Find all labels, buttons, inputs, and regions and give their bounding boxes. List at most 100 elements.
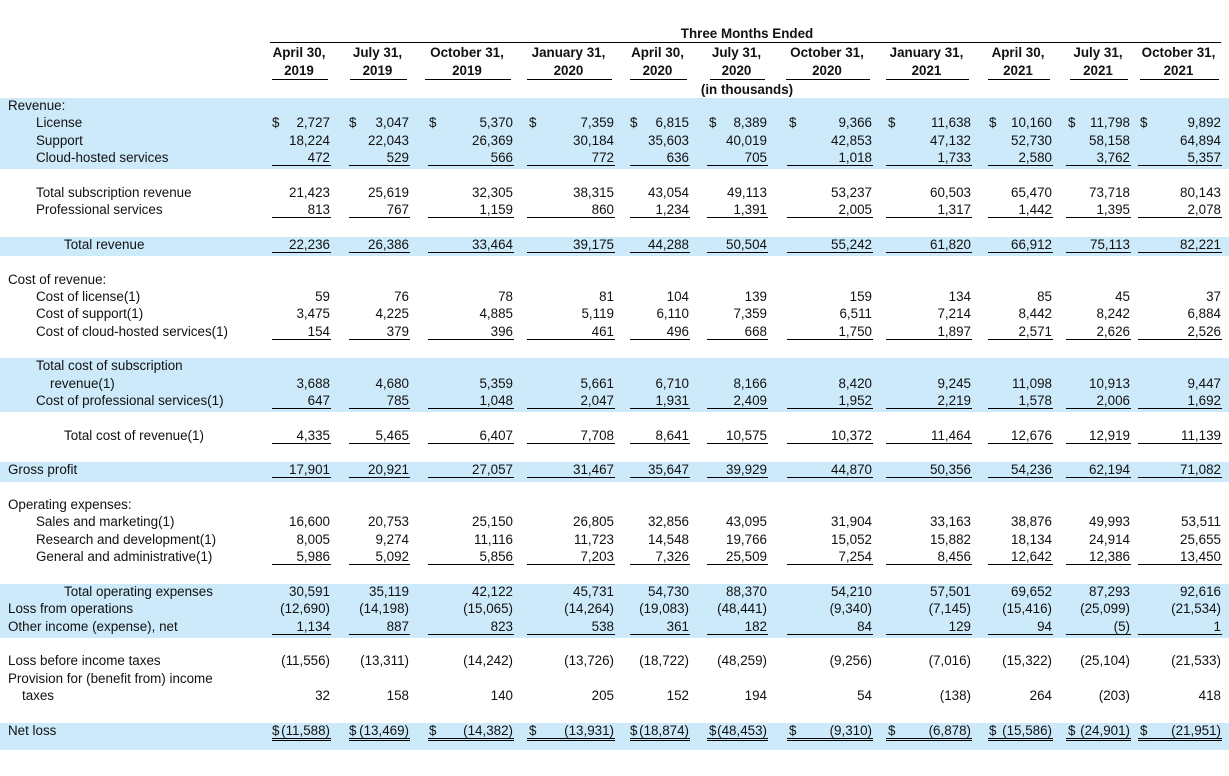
subtotal-rule <box>886 633 972 635</box>
column-header-year: 2019 <box>362 63 393 78</box>
table-cell: 2,219 <box>937 392 971 408</box>
subtotal-rule <box>428 338 514 340</box>
table-cell: 9,366 <box>838 115 872 131</box>
row-shade <box>0 722 1229 750</box>
table-cell: 32,856 <box>648 514 689 530</box>
subtotal-rule <box>988 165 1053 167</box>
row-shade <box>0 98 1229 170</box>
row-label: Cloud-hosted services <box>36 150 169 166</box>
table-cell: 45,731 <box>573 583 614 599</box>
period-rule <box>270 42 1221 43</box>
table-cell: 5,465 <box>375 427 409 443</box>
subtotal-rule <box>630 633 690 635</box>
table-cell: 15,052 <box>831 531 872 547</box>
subtotal-rule <box>349 217 410 219</box>
table-cell: 7,359 <box>580 115 614 131</box>
table-cell: 5,661 <box>580 375 614 391</box>
table-cell: 3,047 <box>375 115 409 131</box>
table-cell: 11,116 <box>474 531 513 547</box>
table-cell: 65,470 <box>1011 184 1052 200</box>
table-cell: 71,082 <box>1180 462 1221 478</box>
subtotal-rule <box>1138 407 1222 409</box>
table-cell: 1,442 <box>1018 202 1052 218</box>
subtotal-rule <box>527 442 615 444</box>
table-cell: 44,288 <box>648 236 689 252</box>
column-header-month: July 31, <box>1073 45 1123 60</box>
total-double-rule <box>707 737 768 741</box>
subtotal-rule <box>787 564 873 566</box>
table-cell: 2,580 <box>1018 150 1052 166</box>
total-double-rule <box>886 737 972 741</box>
table-cell: 2,626 <box>1096 323 1130 339</box>
currency-symbol: $ <box>529 115 537 131</box>
table-cell: (11,556) <box>281 653 330 669</box>
subtotal-rule <box>272 633 331 635</box>
table-cell: 18,224 <box>289 132 330 148</box>
table-cell: (13,469) <box>359 722 409 738</box>
table-cell: (15,416) <box>1002 601 1052 617</box>
table-cell: 205 <box>591 687 614 703</box>
table-cell: 54,730 <box>648 583 689 599</box>
table-cell: 8,005 <box>296 531 330 547</box>
table-cell: 8,641 <box>655 427 689 443</box>
subtotal-rule <box>630 564 690 566</box>
row-label: Cost of professional services(1) <box>36 392 224 408</box>
table-cell: 11,638 <box>931 115 971 131</box>
table-cell: 5,856 <box>479 549 513 565</box>
table-cell: 7,203 <box>580 549 614 565</box>
table-cell: 11,798 <box>1090 115 1130 131</box>
subtotal-rule <box>630 217 690 219</box>
table-cell: 43,054 <box>648 184 689 200</box>
column-header-rule <box>988 79 1050 80</box>
column-header-month: April 30, <box>631 45 684 60</box>
column-header-year: 2020 <box>553 63 584 78</box>
table-cell: 6,710 <box>655 375 689 391</box>
table-cell: 823 <box>490 618 513 634</box>
subtotal-rule <box>1138 633 1222 635</box>
subtotal-rule <box>1066 564 1131 566</box>
currency-symbol: $ <box>1068 115 1076 131</box>
table-cell: (25,104) <box>1080 653 1130 669</box>
table-cell: 18,134 <box>1011 531 1052 547</box>
table-cell: 7,326 <box>655 549 689 565</box>
subtotal-rule <box>1138 564 1222 566</box>
table-cell: (6,878) <box>928 722 971 738</box>
row-label: Gross profit <box>8 462 78 478</box>
column-header-month: January 31, <box>889 45 964 60</box>
table-cell: 24,914 <box>1089 531 1130 547</box>
table-cell: 94 <box>1037 618 1052 634</box>
table-cell: 27,057 <box>472 462 513 478</box>
table-cell: 566 <box>490 150 513 166</box>
subtotal-rule <box>1138 442 1222 444</box>
table-cell: 3,762 <box>1096 150 1130 166</box>
table-cell: 87,293 <box>1089 583 1130 599</box>
total-double-rule <box>787 737 873 741</box>
subtotal-rule <box>428 442 514 444</box>
table-cell: 538 <box>591 618 614 634</box>
table-cell: 11,139 <box>1181 427 1221 443</box>
table-cell: 2,005 <box>838 202 872 218</box>
column-header-rule <box>527 79 612 80</box>
table-cell: 134 <box>948 288 971 304</box>
table-cell: 50,504 <box>726 236 767 252</box>
subtotal-rule <box>707 633 768 635</box>
table-cell: (7,145) <box>928 601 971 617</box>
row-label: Research and development(1) <box>36 531 217 547</box>
subtotal-rule <box>630 338 690 340</box>
table-cell: 42,853 <box>831 132 872 148</box>
table-cell: (48,441) <box>717 601 767 617</box>
table-cell: 14,548 <box>648 531 689 547</box>
table-cell: 1,578 <box>1018 392 1052 408</box>
subtotal-rule <box>272 251 331 253</box>
table-cell: 767 <box>386 202 409 218</box>
total-double-rule <box>272 737 331 741</box>
table-cell: 5,119 <box>581 306 614 322</box>
total-double-rule <box>428 737 514 741</box>
subtotal-rule <box>886 165 972 167</box>
table-cell: (14,198) <box>359 601 409 617</box>
subtotal-rule <box>1066 217 1131 219</box>
table-cell: 50,356 <box>930 462 971 478</box>
subtotal-rule <box>272 407 331 409</box>
table-cell: 636 <box>666 150 689 166</box>
table-cell: 54,236 <box>1011 462 1052 478</box>
